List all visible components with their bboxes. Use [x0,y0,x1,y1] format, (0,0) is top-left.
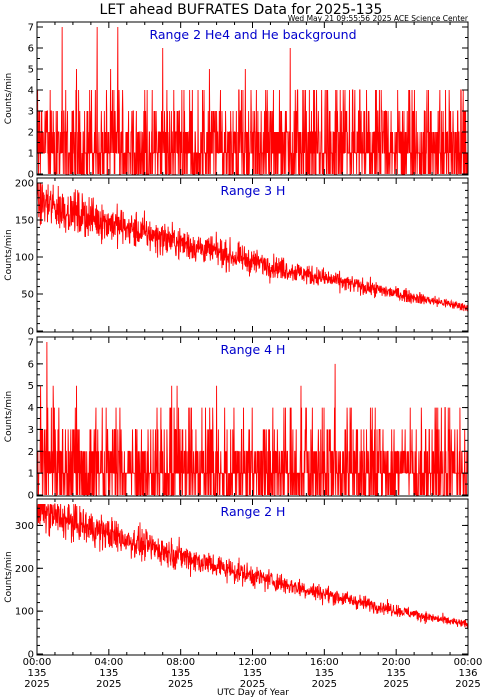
x-tick-time: 08:00 [166,657,195,668]
x-tick-year: 2025 [96,679,121,690]
y-tick-label: 6 [28,359,34,370]
panel-frame-2 [36,177,469,333]
x-tick-time: 00:00 [23,657,52,668]
x-tick-doy: 135 [27,668,46,679]
x-tick-year: 2025 [240,679,265,690]
x-axis: 00:00135202504:00135202508:00135202512:0… [23,657,482,690]
y-tick-label: 4 [28,403,34,414]
panels: 0 1 2 3 4 5 6 7 Counts/min Range 2 He4 and He bac… [4,21,469,661]
y-tick-label: 3 [28,107,34,118]
panel-label-3: Range 4 H [221,342,286,357]
y-tick-label: 100 [15,253,34,264]
x-tick-doy: 135 [387,668,406,679]
x-tick-doy: 135 [315,668,334,679]
x-tick-year: 2025 [383,679,408,690]
y-tick-label: 2 [28,128,34,139]
chart-title: LET ahead BUFRATES Data for 2025-135 [100,2,383,18]
panel-4: 0 100 200 300 Counts/min Range 2 H [4,498,469,661]
x-tick-time: 12:00 [238,657,267,668]
x-tick-doy: 135 [171,668,190,679]
series-line-3 [37,341,469,496]
y-tick-label: 150 [15,216,34,227]
y-tick-label: 0 [28,170,34,181]
y-axis-label: Counts/min [4,391,14,442]
y-tick-label: 4 [28,86,34,97]
x-tick-time: 16:00 [310,657,339,668]
y-tick-label: 0 [28,650,34,661]
timestamp: Wed May 21 09:55:56 2025 ACE Science Cen… [288,14,469,23]
x-tick-doy: 136 [458,668,477,679]
x-tick-year: 2025 [24,679,49,690]
y-tick-label: 0 [28,327,34,338]
panel-label-1: Range 2 He4 and He background [149,27,356,42]
x-tick-doy: 135 [243,668,262,679]
y-tick-label: 5 [28,65,34,76]
y-tick-label: 100 [15,607,34,618]
panel-3: 0 1 2 3 4 5 6 7 Counts/min Range 4 H [4,336,469,502]
y-axis-label: Counts/min [4,73,14,124]
y-tick-label: 0 [28,491,34,502]
y-tick-label: 1 [28,469,34,480]
y-tick-label: 300 [15,521,34,532]
y-tick-label: 3 [28,425,34,436]
y-axis-label: Counts/min [4,229,14,280]
series-line-1 [36,26,468,175]
x-tick-time: 04:00 [94,657,123,668]
panel-1: 0 1 2 3 4 5 6 7 Counts/min Range 2 He4 and He bac… [4,21,469,181]
series-line-4 [36,503,469,629]
y-tick-label: 7 [28,338,34,349]
y-tick-label: 5 [28,381,34,392]
y-tick-label: 50 [21,290,34,301]
x-axis-label: UTC Day of Year [217,688,289,698]
x-tick-doy: 135 [99,668,118,679]
x-tick-time: 20:00 [382,657,411,668]
series-line-2 [36,182,469,312]
y-tick-label: 7 [28,23,34,34]
x-tick-year: 2025 [455,679,480,690]
y-tick-label: 2 [28,447,34,458]
panel-2: 0 50 100 150 200 Counts/min Range 3 H [4,177,469,338]
panel-label-4: Range 2 H [221,504,286,519]
x-tick-year: 2025 [312,679,337,690]
x-tick-time: 00:00 [454,657,482,668]
y-axis-label: Counts/min [4,551,14,602]
y-tick-label: 200 [15,179,34,190]
y-tick-label: 6 [28,44,34,55]
x-tick-year: 2025 [168,679,193,690]
y-tick-label: 1 [28,149,34,160]
y-tick-label: 200 [15,564,34,575]
panel-label-2: Range 3 H [221,183,286,198]
